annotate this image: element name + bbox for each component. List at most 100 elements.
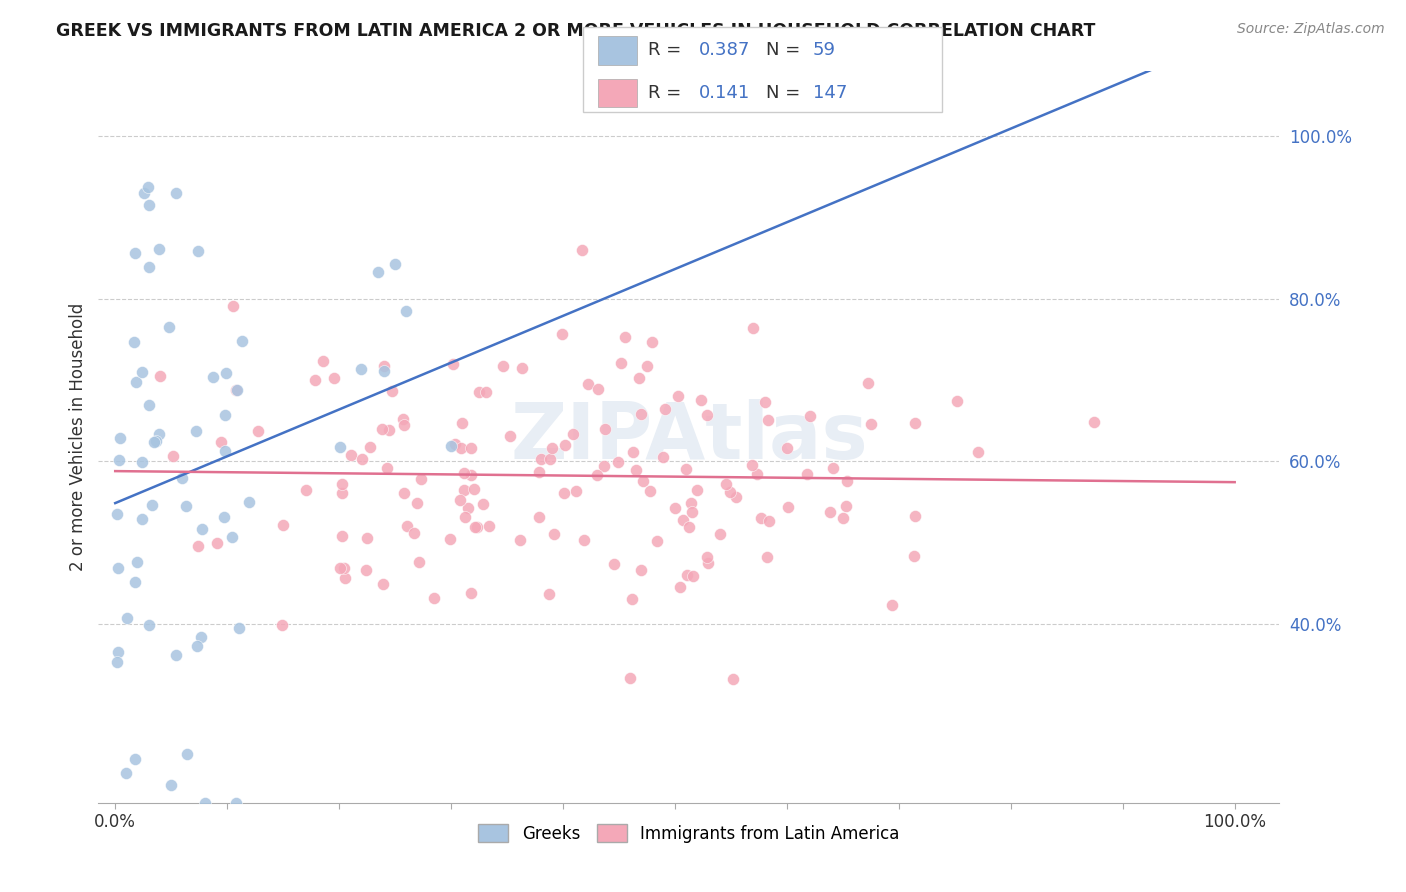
Point <box>664 501 686 516</box>
Point <box>108 453 131 467</box>
Point <box>457 501 479 516</box>
Point <box>295 483 318 497</box>
Point <box>439 532 461 546</box>
Point <box>162 449 184 463</box>
Point <box>136 179 159 194</box>
Point <box>187 244 209 258</box>
Point <box>758 514 780 528</box>
Point <box>450 441 472 455</box>
Point <box>621 445 644 459</box>
Point <box>330 485 353 500</box>
Point <box>395 304 418 318</box>
Point <box>586 467 609 482</box>
Text: 0.141: 0.141 <box>699 84 749 102</box>
Point <box>742 321 765 335</box>
Point <box>776 441 799 455</box>
Point <box>696 549 718 564</box>
Point <box>408 555 430 569</box>
Point <box>444 437 467 451</box>
Point <box>696 408 718 422</box>
Point <box>132 186 155 200</box>
Point <box>145 434 167 448</box>
Point <box>165 186 187 201</box>
Point <box>654 401 676 416</box>
Point <box>527 510 550 524</box>
Point <box>721 672 744 686</box>
Point <box>354 563 377 577</box>
Point <box>392 486 415 500</box>
Point <box>630 407 652 421</box>
Point <box>610 356 633 370</box>
Point <box>860 417 883 431</box>
Point <box>820 505 842 519</box>
Point <box>614 329 637 343</box>
Point <box>157 319 180 334</box>
Point <box>194 796 217 810</box>
Point <box>904 416 927 430</box>
Point <box>107 561 129 575</box>
Point <box>607 455 630 469</box>
Point <box>441 357 464 371</box>
Point <box>636 359 658 374</box>
Point <box>837 474 859 488</box>
Point <box>682 569 704 583</box>
Point <box>450 416 472 430</box>
Point <box>373 577 395 591</box>
Point <box>882 598 904 612</box>
Point <box>593 422 616 436</box>
Point <box>330 529 353 543</box>
Point <box>125 555 148 569</box>
Point <box>678 519 700 533</box>
Point <box>228 621 250 635</box>
Point <box>645 533 668 548</box>
Point <box>138 617 160 632</box>
Point <box>214 409 236 423</box>
Point <box>527 465 550 479</box>
Point <box>209 435 232 450</box>
Point <box>143 435 166 450</box>
Text: Source: ZipAtlas.com: Source: ZipAtlas.com <box>1237 22 1385 37</box>
Point <box>755 550 778 565</box>
Point <box>124 752 146 766</box>
Point <box>141 498 163 512</box>
Text: R =: R = <box>648 42 688 60</box>
Point <box>138 398 160 412</box>
Point <box>756 413 779 427</box>
Point <box>696 557 718 571</box>
Point <box>512 361 534 376</box>
Point <box>225 796 247 810</box>
Point <box>449 492 471 507</box>
Point <box>453 467 475 481</box>
Point <box>381 384 404 399</box>
Point <box>384 257 406 271</box>
Point <box>409 472 432 486</box>
Point <box>124 246 146 260</box>
Point <box>565 483 588 498</box>
Point <box>669 580 692 594</box>
Point <box>832 511 855 525</box>
Point <box>666 388 689 402</box>
Point <box>160 778 183 792</box>
Point <box>205 536 228 550</box>
Point <box>406 496 429 510</box>
Point <box>423 591 446 606</box>
Point <box>714 476 737 491</box>
Point <box>115 611 138 625</box>
Point <box>602 557 624 571</box>
Point <box>474 384 496 399</box>
Point <box>375 461 398 475</box>
Text: N =: N = <box>766 42 806 60</box>
Point <box>329 561 352 575</box>
Point <box>238 495 260 509</box>
Y-axis label: 2 or more Vehicles in Household: 2 or more Vehicles in Household <box>69 303 87 571</box>
Point <box>652 450 675 464</box>
Text: 59: 59 <box>813 42 835 60</box>
Point <box>339 448 361 462</box>
Point <box>749 511 772 525</box>
Point <box>174 500 197 514</box>
Text: R =: R = <box>648 84 688 102</box>
Point <box>149 369 172 384</box>
Point <box>202 370 225 384</box>
Legend: Greeks, Immigrants from Latin America: Greeks, Immigrants from Latin America <box>472 817 905 849</box>
Point <box>131 366 153 380</box>
